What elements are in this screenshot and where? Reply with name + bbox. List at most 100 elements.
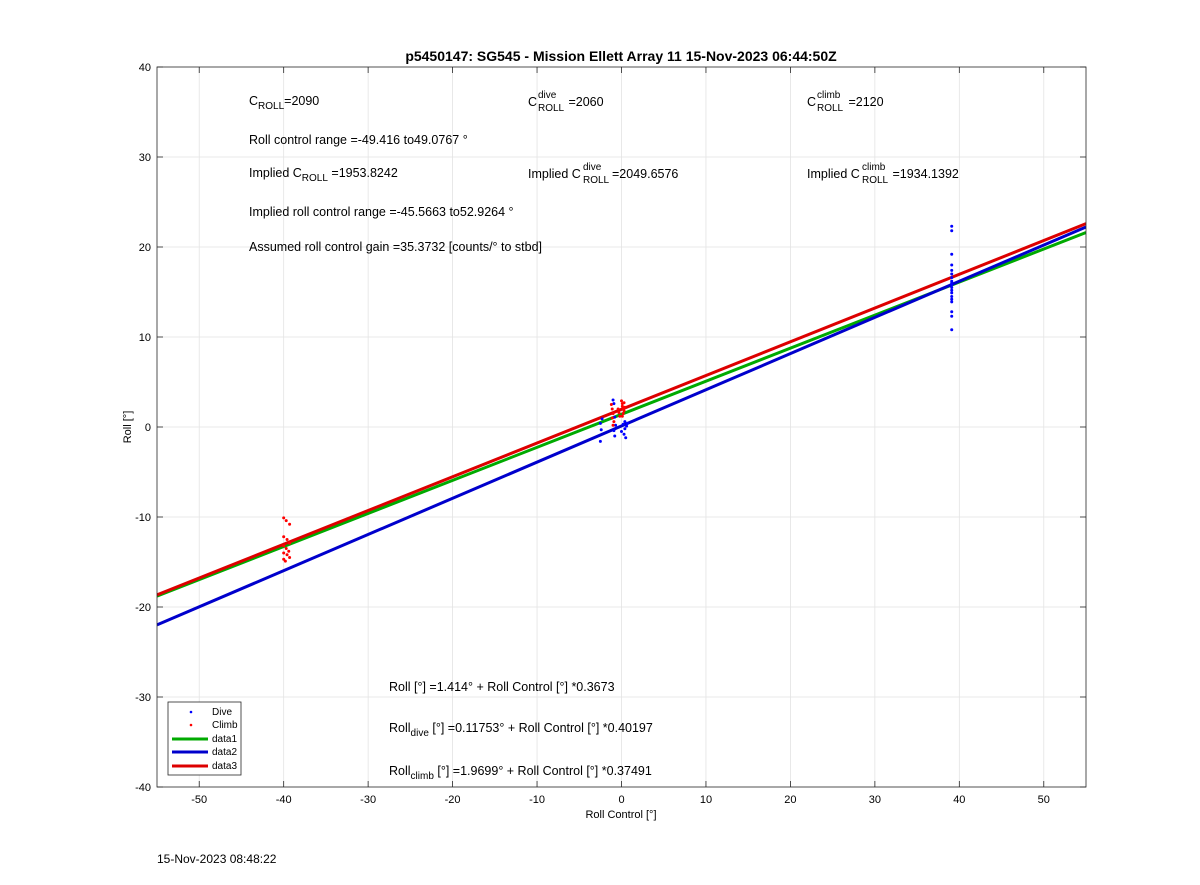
legend: Dive Climb data1 data2 data3 <box>167 701 242 776</box>
x-tick-label: -20 <box>445 794 461 806</box>
x-tick-label: 50 <box>1038 794 1050 806</box>
data-point-climb <box>284 519 288 523</box>
c-roll-annotation: CROLL=2090 <box>249 94 319 112</box>
x-tick-label: 30 <box>869 794 881 806</box>
data-point-dive <box>622 432 626 436</box>
c-roll-dive-annotation: Cdive ROLL =2060 <box>528 90 604 114</box>
data-point-dive <box>620 430 623 433</box>
x-tick-label: -30 <box>360 794 376 806</box>
x-tick-label: 40 <box>953 794 965 806</box>
equation-dive: Rolldive [°] =0.11753° + Roll Control [°… <box>389 721 653 739</box>
x-tick-label: -40 <box>276 794 292 806</box>
data-point-climb <box>620 414 624 418</box>
y-tick-label: -30 <box>135 692 151 704</box>
axis-ticks: -50 -40 -30 -20 -10 0 10 20 30 40 50 -40 -30 -20 -10 0 1… <box>135 62 1086 806</box>
data-point-climb <box>612 420 616 424</box>
data-point-dive <box>600 417 604 421</box>
data-point-climb <box>611 412 615 415</box>
data-point-dive <box>950 268 954 272</box>
y-tick-label: -20 <box>135 602 151 614</box>
implied-c-roll-annotation: Implied CROLL =1953.8242 <box>249 166 398 184</box>
print-timestamp: 15-Nov-2023 08:48:22 <box>157 852 277 866</box>
data-point-dive <box>950 272 954 276</box>
y-tick-label: -10 <box>135 512 151 524</box>
data-point-dive <box>950 291 954 295</box>
data-point-climb <box>611 423 615 427</box>
data-point-climb <box>284 547 288 550</box>
x-axis-label: Roll Control [°] <box>585 809 656 821</box>
data-point-dive <box>599 428 603 432</box>
data-point-dive <box>612 402 616 406</box>
equation-all: Roll [°] =1.414° + Roll Control [°] *0.3… <box>389 680 615 694</box>
data-point-climb <box>287 549 291 553</box>
data-point-climb <box>288 522 292 526</box>
data-point-dive <box>613 415 617 419</box>
y-tick-label: 0 <box>145 422 151 434</box>
data-point-climb <box>610 416 614 420</box>
data-point-dive <box>625 421 629 425</box>
y-tick-label: 40 <box>139 62 151 74</box>
gain-annotation: Assumed roll control gain =35.3732 [coun… <box>249 240 542 254</box>
fit-line-data3 <box>157 222 1086 597</box>
data-point-climb <box>282 551 286 555</box>
data-point-dive <box>598 439 602 443</box>
data-point-climb <box>283 559 287 563</box>
c-roll-climb-annotation: Cclimb ROLL =2120 <box>807 90 884 114</box>
data-point-dive <box>598 421 602 425</box>
data-point-climb <box>620 399 623 403</box>
legend-marker-climb <box>189 723 193 727</box>
x-tick-label: -50 <box>191 794 207 806</box>
fit-line-data2 <box>157 225 1086 627</box>
x-tick-label: -10 <box>529 794 545 806</box>
legend-label-data2: data2 <box>212 747 237 758</box>
data-point-dive <box>950 229 954 233</box>
data-point-dive <box>623 420 627 424</box>
data-point-dive <box>621 422 625 426</box>
legend-label-dive: Dive <box>212 707 232 718</box>
x-tick-label: 10 <box>700 794 712 806</box>
data-point-climb <box>285 553 289 557</box>
scatter-points <box>282 224 954 563</box>
data-point-dive <box>950 263 954 267</box>
data-point-climb <box>622 401 626 405</box>
data-point-dive <box>624 436 628 440</box>
data-point-dive <box>950 224 954 228</box>
data-point-climb <box>617 411 621 415</box>
data-point-dive <box>950 288 954 292</box>
data-point-dive <box>950 328 954 332</box>
data-point-dive <box>950 295 954 298</box>
data-point-climb <box>288 541 292 545</box>
data-point-dive <box>614 423 618 427</box>
data-point-dive <box>950 276 954 280</box>
data-point-dive <box>612 429 616 433</box>
data-point-climb <box>621 412 625 415</box>
y-axis-label: Roll [°] <box>122 411 134 444</box>
data-point-climb <box>282 516 286 520</box>
y-tick-label: 10 <box>139 332 151 344</box>
y-tick-label: 30 <box>139 152 151 164</box>
equation-climb: Rollclimb [°] =1.9699° + Roll Control [°… <box>389 764 652 782</box>
legend-marker-dive <box>189 710 193 714</box>
range-annotation: Roll control range =-49.416 to49.0767 ° <box>249 133 468 147</box>
data-point-climb <box>623 405 627 409</box>
data-point-dive <box>613 434 617 438</box>
implied-range-annotation: Implied roll control range =-45.5663 to5… <box>249 205 514 219</box>
data-point-dive <box>623 427 627 431</box>
data-point-climb <box>620 404 624 408</box>
data-point-dive <box>950 310 954 314</box>
data-point-dive <box>950 314 954 318</box>
data-point-climb <box>285 538 289 541</box>
y-tick-label: -40 <box>135 782 151 794</box>
data-point-dive <box>625 424 629 428</box>
data-point-dive <box>950 286 954 289</box>
data-point-dive <box>950 297 954 301</box>
data-point-climb <box>610 407 614 411</box>
x-tick-label: 20 <box>784 794 796 806</box>
data-point-dive <box>950 252 954 256</box>
data-point-climb <box>288 556 292 559</box>
legend-label-data3: data3 <box>212 761 237 772</box>
data-point-dive <box>611 398 615 402</box>
